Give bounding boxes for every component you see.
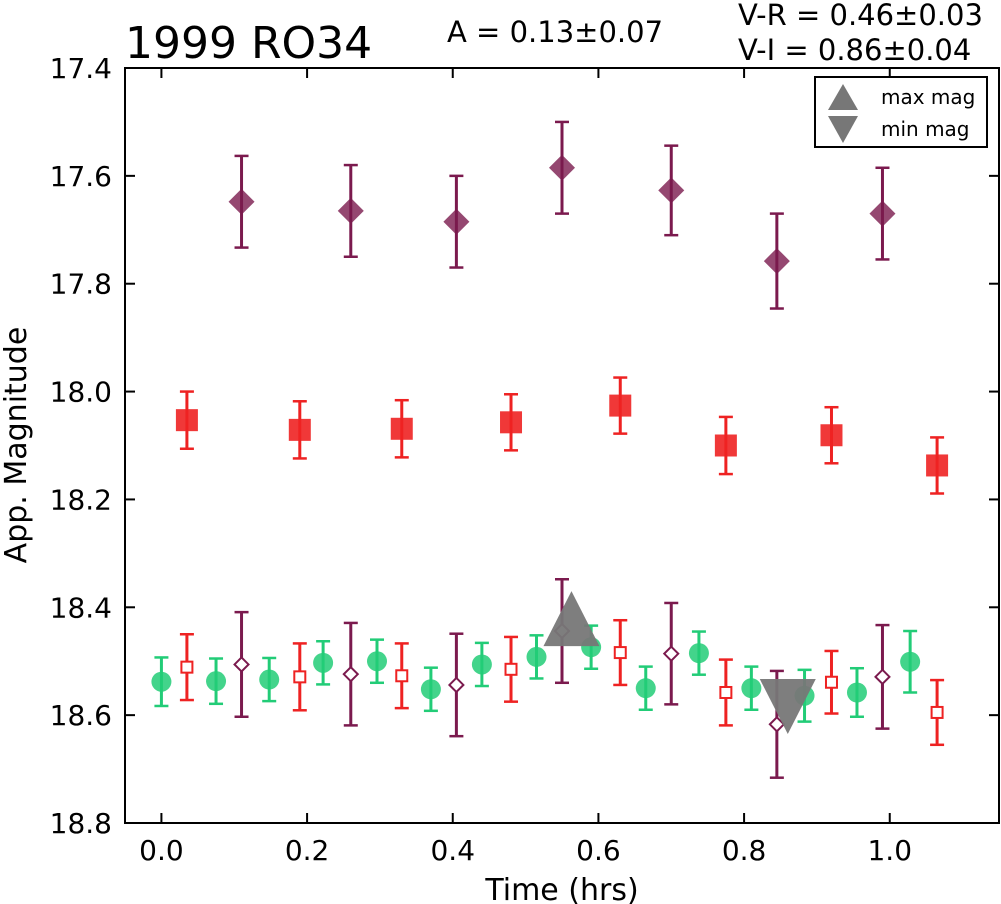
- data-point: [869, 200, 896, 227]
- legend-label-min-mag: min mag: [881, 117, 970, 141]
- data-point: [288, 418, 311, 441]
- axis-ticks: 0.0 0.2 0.4 0.6 0.8 1.0 17.4 17.6 17.8 18.0 18.2 18…: [50, 52, 999, 867]
- x-tick-label: 1.0: [867, 834, 912, 867]
- chart-title: 1999 RO34: [125, 18, 372, 69]
- data-point: [759, 679, 816, 735]
- color-vr-annotation: V-R = 0.46±0.03: [738, 0, 983, 32]
- data-point: [367, 651, 388, 672]
- data-point: [688, 643, 709, 664]
- y-tick-label: 18.2: [50, 483, 112, 516]
- series-6-triangle-down: [759, 679, 816, 735]
- x-tick-label: 0.2: [285, 834, 330, 867]
- x-axis-label: Time (hrs): [484, 873, 638, 904]
- y-tick-label: 18.4: [50, 591, 112, 624]
- series-4-diamond-open: [233, 577, 891, 779]
- data-point: [342, 665, 360, 683]
- data-point: [228, 188, 255, 215]
- x-tick-label: 0.8: [722, 834, 767, 867]
- legend-markers: [828, 84, 858, 143]
- amplitude-annotation: A = 0.13±0.07: [447, 15, 663, 49]
- data-point: [313, 652, 334, 673]
- data-point: [926, 454, 949, 477]
- y-tick-label: 17.4: [50, 52, 112, 85]
- legend-label-max-mag: max mag: [881, 85, 975, 109]
- data-point: [180, 660, 194, 674]
- data-point: [390, 417, 413, 440]
- data-point: [714, 434, 737, 457]
- series-2-circle-filled: [151, 624, 921, 723]
- y-tick-label: 18.6: [50, 699, 112, 732]
- color-vi-annotation: V-I = 0.86±0.04: [738, 33, 971, 67]
- data-point: [471, 654, 492, 675]
- data-point: [504, 662, 518, 676]
- y-tick-label: 17.8: [50, 268, 112, 301]
- series-1-square-filled: [175, 376, 949, 495]
- data-point: [526, 646, 547, 667]
- x-tick-label: 0.6: [576, 834, 621, 867]
- data-point: [206, 671, 227, 692]
- data-point: [820, 424, 843, 447]
- data-point: [549, 154, 575, 181]
- x-tick-label: 0.0: [139, 834, 184, 867]
- data-point: [719, 685, 733, 699]
- data-point: [874, 668, 891, 686]
- data-point: [420, 679, 441, 700]
- data-layer: [151, 120, 949, 779]
- y-axis-label: App. Magnitude: [0, 327, 34, 564]
- data-point: [768, 715, 786, 733]
- y-tick-label: 18.8: [50, 807, 112, 840]
- data-point: [846, 682, 867, 703]
- data-point: [900, 651, 921, 672]
- data-point: [175, 409, 198, 432]
- x-tick-label: 0.4: [430, 834, 475, 867]
- data-point: [337, 197, 364, 224]
- data-point: [763, 248, 790, 275]
- data-point: [662, 645, 680, 663]
- data-point: [151, 671, 172, 692]
- data-point: [609, 394, 632, 417]
- data-point: [443, 208, 470, 235]
- data-point: [824, 675, 838, 689]
- data-point: [741, 678, 762, 699]
- data-point: [395, 669, 409, 683]
- y-tick-label: 18.0: [50, 376, 112, 409]
- data-point: [259, 669, 280, 690]
- series-3-square-open: [179, 618, 945, 747]
- data-point: [658, 177, 685, 204]
- data-point: [613, 646, 627, 660]
- data-point: [543, 591, 600, 647]
- series-5-triangle-up: [543, 591, 600, 647]
- data-point: [293, 670, 307, 684]
- data-point: [447, 676, 465, 694]
- data-point: [930, 705, 944, 719]
- plot-frame: [124, 67, 1000, 824]
- legend-max-mag-icon: [828, 84, 858, 110]
- data-point: [500, 411, 523, 434]
- y-tick-label: 17.6: [50, 160, 112, 193]
- data-point: [635, 678, 656, 699]
- legend-min-mag-icon: [828, 116, 858, 143]
- data-point: [233, 656, 250, 673]
- series-0-diamond-filled: [228, 120, 896, 310]
- legend: max mag min mag: [814, 76, 988, 148]
